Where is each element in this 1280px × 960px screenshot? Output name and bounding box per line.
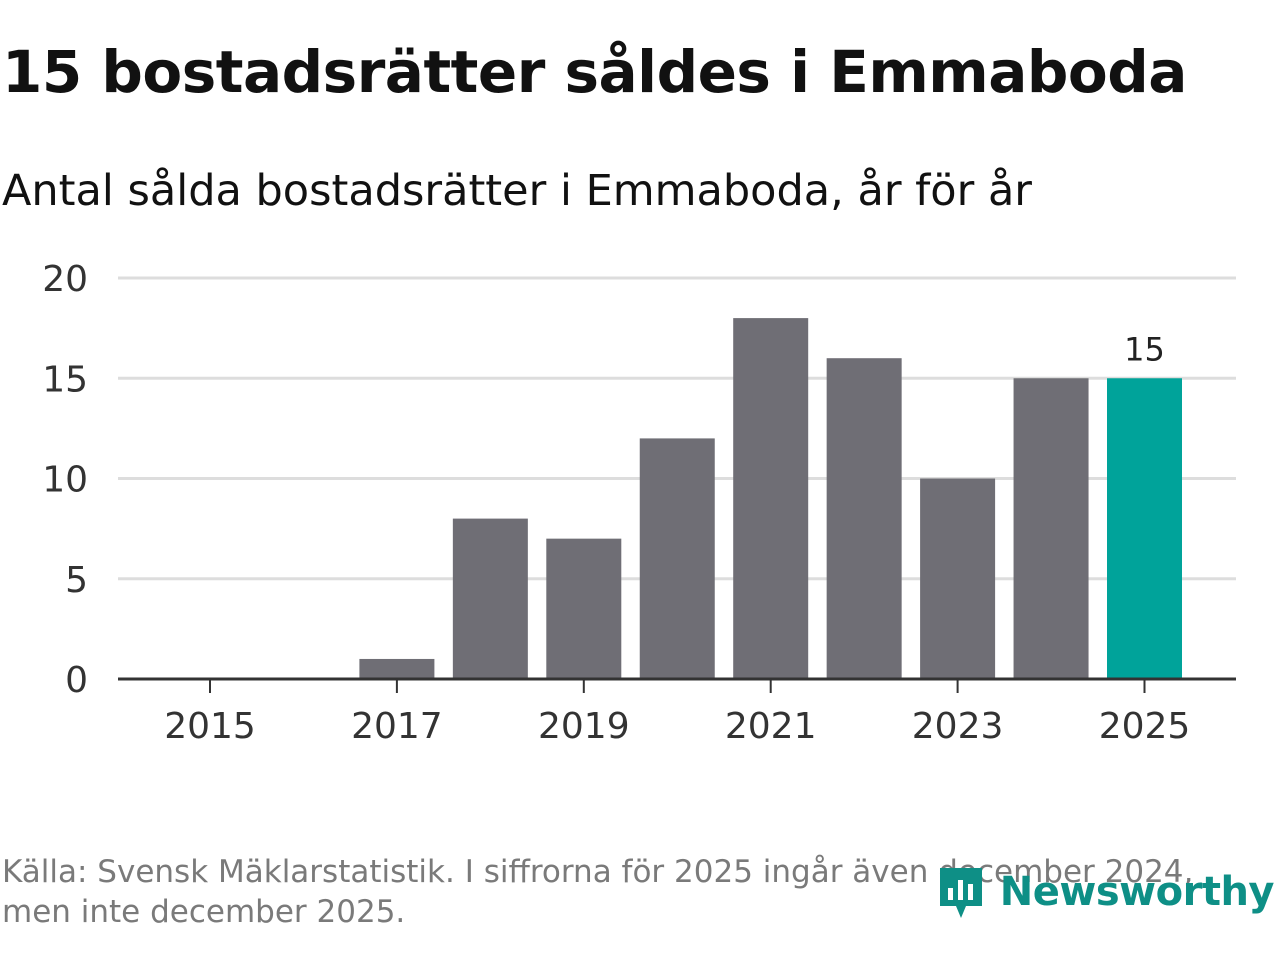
bar-2022: [826, 358, 902, 679]
x-tick-label-2021: 2021: [725, 706, 817, 747]
y-tick-label-0: 0: [65, 660, 88, 701]
x-tick-label-2019: 2019: [538, 706, 630, 747]
bar-2023: [920, 478, 996, 679]
data-label-2025: 15: [1124, 330, 1165, 368]
labels: 0 5 10 15 20 2015 2017 2019 2021 2023 2025 15: [42, 259, 1190, 747]
source-note: Källa: Svensk Mäklarstatistik. I siffror…: [2, 852, 1212, 932]
chart-subtitle: Antal sålda bostadsrätter i Emmaboda, år…: [2, 166, 1032, 216]
bar-2018: [452, 518, 528, 679]
bar-2021: [733, 318, 809, 679]
x-tick-label-2023: 2023: [912, 706, 1004, 747]
x-tick-label-2015: 2015: [164, 706, 256, 747]
brand-name: Newsworthy: [999, 869, 1275, 915]
newsworthy-logo: Newsworthy: [936, 862, 1275, 922]
y-tick-label-10: 10: [42, 460, 88, 501]
x-tick-label-2025: 2025: [1099, 706, 1191, 747]
bars: [359, 318, 1182, 679]
bar-2025: [1107, 378, 1182, 679]
bar-2024: [1013, 378, 1089, 679]
newsworthy-logo-icon: [939, 868, 982, 918]
axes: [118, 677, 1236, 693]
bar-chart: 0 5 10 15 20 2015 2017 2019 2021 2023 2025 15: [42, 259, 1236, 747]
bar-2017: [359, 658, 435, 679]
bar-2019: [546, 538, 622, 679]
x-tick-label-2017: 2017: [351, 706, 443, 747]
chart-title: 15 bostadsrätter såldes i Emmaboda: [2, 38, 1187, 106]
bar-2020: [639, 438, 715, 679]
y-tick-label-15: 15: [42, 359, 88, 400]
y-tick-label-20: 20: [42, 259, 88, 300]
source-line-1: Källa: Svensk Mäklarstatistik. I siffror…: [2, 854, 1194, 890]
source-line-2: men inte december 2025.: [2, 894, 406, 930]
y-tick-label-5: 5: [65, 560, 88, 601]
